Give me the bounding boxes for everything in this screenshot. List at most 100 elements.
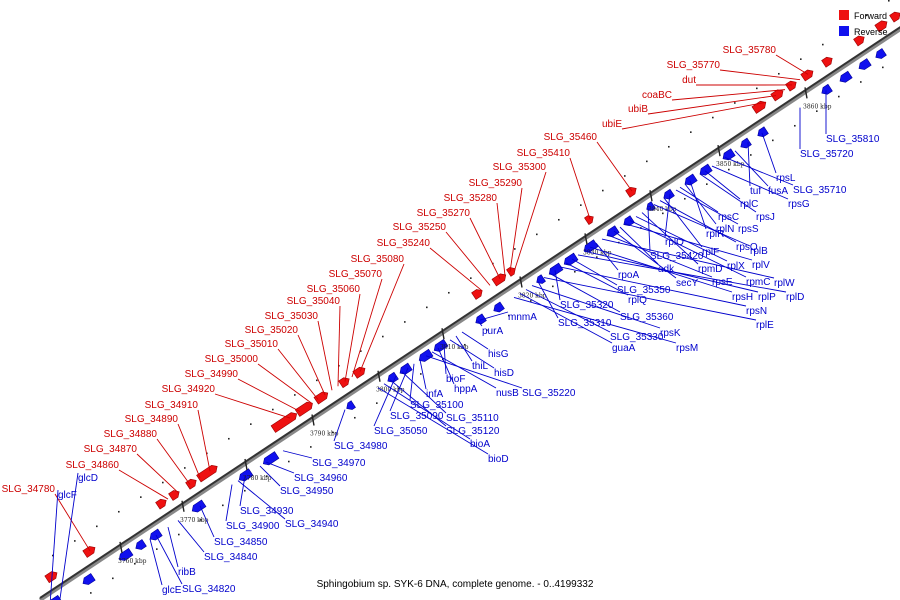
fwd-leader-slg-35290 [509, 187, 523, 273]
gene-label-tuf: tuf [750, 186, 761, 197]
forward-gene-arrow [471, 289, 483, 300]
rev-leader-nusb [431, 351, 497, 389]
track-dot [162, 481, 164, 484]
rev-leader-slg-34900 [225, 484, 233, 522]
gene-label-slg-35030: SLG_35030 [265, 311, 319, 322]
rev-leader-hisg [461, 331, 489, 350]
rev-leader-glcf [49, 489, 59, 600]
tick-label: 3800 kbp [376, 387, 405, 394]
gene-label-rplp: rplP [758, 292, 776, 303]
gene-label-slg-34960: SLG_34960 [294, 473, 348, 484]
gene-label-rpsg: rpsG [788, 199, 810, 210]
gene-label-rple: rplE [756, 320, 774, 331]
tick-label: 3780 kbp [243, 475, 272, 482]
track-dot [332, 431, 334, 434]
track-dot [602, 189, 604, 192]
track-dot [112, 577, 114, 580]
gene-label-hisg: hisG [488, 349, 509, 360]
rev-leader-mnma [479, 311, 509, 321]
legend: Forward Reverse [839, 10, 888, 37]
forward-gene-arrow [853, 35, 865, 47]
gene-label-ribb: ribB [178, 567, 196, 578]
gene-label-rpsm: rpsM [676, 343, 698, 354]
tick-mark [377, 370, 381, 382]
track-dot [866, 14, 868, 17]
rev-leader-ribb [167, 526, 179, 568]
gene-label-slg-34870: SLG_34870 [84, 444, 138, 455]
gene-label-infa: infA [426, 389, 444, 400]
gene-label-slg-35420: SLG_35420 [650, 251, 704, 262]
rev-leader-slg-35050 [373, 375, 397, 427]
fwd-leader-slg-34920 [214, 393, 291, 419]
rev-leader-slg-34960 [265, 461, 295, 474]
rev-leader-rple [543, 277, 757, 321]
tick-label: 3790 kbp [310, 431, 339, 438]
gene-label-slg-34940: SLG_34940 [285, 519, 339, 530]
forward-gene-arrow [770, 89, 784, 102]
track-dot [508, 314, 510, 317]
reverse-gene-arrow [238, 468, 254, 482]
reverse-gene-arrow [875, 48, 887, 59]
fwd-leader-slg-34910 [197, 409, 211, 472]
gene-label-rplv: rplV [752, 260, 770, 271]
reverse-gene-arrow [135, 539, 147, 550]
rev-leader-slg-35320 [554, 270, 561, 301]
gene-label-rplb: rplB [750, 246, 768, 257]
rev-leader-slg-34820 [155, 534, 183, 585]
gene-label-slg-34920: SLG_34920 [162, 384, 216, 395]
gene-label-fusa: fusA [768, 186, 788, 197]
fwd-leader-slg-34860 [118, 469, 169, 500]
track-dot [580, 204, 582, 206]
gene-label-rpss: rpsS [738, 224, 759, 235]
rev-leader-slg-34940 [237, 480, 286, 520]
fwd-leader-slg-35010 [277, 348, 319, 400]
rev-leader-rpsn [559, 266, 747, 307]
fwd-leader-slg-35270 [469, 217, 501, 279]
rev-leader-slg-35360 [549, 273, 621, 313]
gene-label-slg-34880: SLG_34880 [104, 429, 158, 440]
reverse-gene-arrow [740, 137, 752, 149]
fwd-leader-slg-34780 [54, 493, 91, 552]
track-dot [420, 373, 422, 375]
forward-gene-arrow [821, 56, 833, 68]
gene-label-slg-35010: SLG_35010 [225, 339, 279, 350]
forward-gene-arrow [168, 490, 180, 501]
rev-leader-slg-34980 [333, 409, 346, 442]
rev-leader-rplc [704, 170, 741, 200]
track-dot [536, 233, 538, 236]
forward-gene-arrow [44, 571, 58, 584]
fwd-leader-slg-35070 [351, 278, 383, 378]
reverse-gene-arrow [149, 528, 163, 541]
reverse-gene-arrow [821, 83, 833, 95]
gene-label-slg-34980: SLG_34980 [334, 441, 388, 452]
track-dot [288, 460, 290, 463]
reverse-gene-arrow [858, 58, 872, 70]
track-dot [734, 102, 736, 104]
rev-leader-rplv [624, 223, 753, 261]
track-dot [596, 256, 598, 258]
gene-label-hisd: hisD [494, 368, 514, 379]
gene-label-slg-35330: SLG_35330 [610, 332, 664, 343]
rev-leader-biod [377, 387, 489, 455]
tick-mark [441, 328, 445, 340]
gene-label-pura: purA [482, 326, 503, 337]
genome-axis-shadow [38, 26, 900, 600]
gene-label-slg-35410: SLG_35410 [517, 148, 571, 159]
track-dot [294, 394, 296, 396]
track-dot [404, 321, 406, 323]
reverse-gene-arrow [346, 400, 356, 410]
forward-legend-swatch [839, 10, 849, 20]
reverse-legend-label: Reverse [854, 27, 888, 37]
track-dot [228, 437, 230, 440]
gene-label-slg-35090: SLG_35090 [390, 411, 444, 422]
forward-gene-arrow [352, 366, 366, 379]
gene-label-rpsj: rpsJ [756, 212, 775, 223]
gene-label-slg-35280: SLG_35280 [444, 193, 498, 204]
tick-label: 3830 kbp [583, 249, 612, 256]
gene-label-slg-35710: SLG_35710 [793, 185, 847, 196]
track-dot [750, 154, 752, 156]
track-dot [360, 350, 362, 352]
rev-leader-slg-34840 [177, 520, 205, 553]
fwd-leader-slg-35020 [297, 334, 326, 396]
